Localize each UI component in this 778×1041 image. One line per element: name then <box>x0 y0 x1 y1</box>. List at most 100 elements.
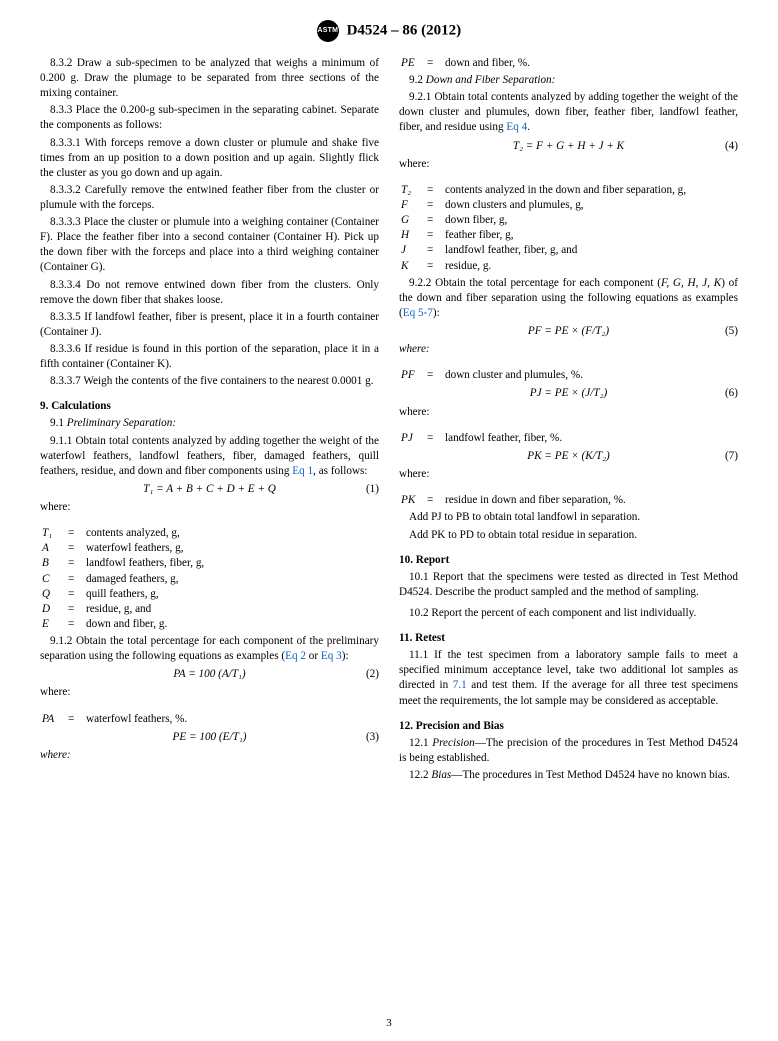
def-row: PA=waterfowl feathers, %. <box>40 712 379 727</box>
para-9-2-2: 9.2.2 Obtain the total percentage for ea… <box>399 276 738 321</box>
equals: = <box>66 587 84 602</box>
def-row: C=damaged feathers, g, <box>40 572 379 587</box>
eq1-link[interactable]: Eq 1 <box>292 465 313 477</box>
def-g: down fiber, g, <box>443 213 738 228</box>
body-columns: 8.3.2 Draw a sub-specimen to be analyzed… <box>40 56 738 783</box>
equation-4: T₂ = F + G + H + J + K (4) <box>399 139 738 154</box>
sym-c: C <box>40 572 66 587</box>
equals: = <box>425 228 443 243</box>
def-h: feather fiber, g, <box>443 228 738 243</box>
equation-4-formula: T₂ = F + G + H + J + K <box>513 140 624 152</box>
para-9-2-2-text-a: 9.2.2 Obtain the total percentage for ea… <box>409 277 661 289</box>
sym-t1: T₁ <box>40 526 66 541</box>
def-table-4: T₂=contents analyzed in the down and fib… <box>399 183 738 274</box>
equals: = <box>425 56 443 71</box>
def-k: residue, g. <box>443 259 738 274</box>
equation-4-number: (4) <box>725 139 738 154</box>
def-d: residue, g, and <box>84 602 379 617</box>
sym-pe: PE <box>399 56 425 71</box>
para-12-2: 12.2 Bias—The procedures in Test Method … <box>399 768 738 783</box>
para-12-1: 12.1 Precision—The precision of the proc… <box>399 736 738 766</box>
def-q: quill feathers, g, <box>84 587 379 602</box>
equation-1: T₁ = A + B + C + D + E + Q (1) <box>40 482 379 497</box>
page: ASTM D4524 – 86 (2012) 8.3.2 Draw a sub-… <box>0 0 778 1041</box>
equals: = <box>66 617 84 632</box>
equation-6-formula: PJ = PE × (J/T₂) <box>530 387 607 399</box>
equals: = <box>66 572 84 587</box>
equals: = <box>425 493 443 508</box>
link-7-1[interactable]: 7.1 <box>453 679 467 691</box>
equals: = <box>66 526 84 541</box>
equals: = <box>66 556 84 571</box>
eq2-link[interactable]: Eq 2 <box>285 650 306 662</box>
down-fiber-sep-italic: Down and Fiber Separation: <box>426 74 556 86</box>
para-9-1-2: 9.1.2 Obtain the total percentage for ea… <box>40 634 379 664</box>
para-9-2-1-text-a: 9.2.1 Obtain total contents analyzed by … <box>399 91 738 133</box>
equals: = <box>425 431 443 446</box>
def-row: PK=residue in down and fiber separation,… <box>399 493 738 508</box>
para-9-1-1: 9.1.1 Obtain total contents analyzed by … <box>40 434 379 479</box>
def-row: D=residue, g, and <box>40 602 379 617</box>
where-1: where: <box>40 500 379 515</box>
para-9-2-1-text-b: . <box>527 121 530 133</box>
def-t1: contents analyzed, g, <box>84 526 379 541</box>
def-t2: contents analyzed in the down and fiber … <box>443 183 738 198</box>
equation-3-number: (3) <box>366 730 379 745</box>
sym-pj: PJ <box>399 431 425 446</box>
def-table-5: PF=down cluster and plumules, %. <box>399 368 738 383</box>
def-row: Q=quill feathers, g, <box>40 587 379 602</box>
para-10-1: 10.1 Report that the specimens were test… <box>399 570 738 600</box>
where-5: where: <box>399 342 738 357</box>
def-c: damaged feathers, g, <box>84 572 379 587</box>
equation-3: PE = 100 (E/T₁) (3) <box>40 730 379 745</box>
def-pk: residue in down and fiber separation, %. <box>443 493 738 508</box>
def-row: T₂=contents analyzed in the down and fib… <box>399 183 738 198</box>
def-b: landfowl feathers, fiber, g, <box>84 556 379 571</box>
def-table-3: PE=down and fiber, %. <box>399 56 738 71</box>
sym-k: K <box>399 259 425 274</box>
prelim-sep-italic: Preliminary Separation: <box>67 417 176 429</box>
para-8-3-2: 8.3.2 Draw a sub-specimen to be analyzed… <box>40 56 379 101</box>
doc-code: D4524 – 86 (2012) <box>347 22 462 38</box>
equals: = <box>425 368 443 383</box>
para-9-2-2-vars: F, G, H, J, K <box>661 277 721 289</box>
def-row: A=waterfowl feathers, g, <box>40 541 379 556</box>
para-10-2: 10.2 Report the percent of each componen… <box>399 606 738 621</box>
equation-7-formula: PK = PE × (K/T₂) <box>527 450 609 462</box>
def-row: B=landfowl feathers, fiber, g, <box>40 556 379 571</box>
equation-7: PK = PE × (K/T₂) (7) <box>399 449 738 464</box>
sym-pf: PF <box>399 368 425 383</box>
def-a: waterfowl feathers, g, <box>84 541 379 556</box>
equation-1-formula: T₁ = A + B + C + D + E + Q <box>143 483 276 495</box>
equals: = <box>425 213 443 228</box>
equals: = <box>66 712 84 727</box>
equals: = <box>425 198 443 213</box>
para-8-3-3-6: 8.3.3.6 If residue is found in this port… <box>40 342 379 372</box>
def-row: K=residue, g. <box>399 259 738 274</box>
section-11-head: 11. Retest <box>399 631 738 646</box>
eq5-7-link[interactable]: Eq 5-7 <box>403 307 433 319</box>
add-pk: Add PK to PD to obtain total residue in … <box>399 528 738 543</box>
def-pe: down and fiber, %. <box>443 56 738 71</box>
def-table-6: PJ=landfowl feather, fiber, %. <box>399 431 738 446</box>
precision-label: Precision <box>432 737 474 749</box>
sym-q: Q <box>40 587 66 602</box>
para-8-3-3-1: 8.3.3.1 With forceps remove a down clust… <box>40 136 379 181</box>
where-6: where: <box>399 405 738 420</box>
eq4-link[interactable]: Eq 4 <box>506 121 527 133</box>
equation-6-number: (6) <box>725 386 738 401</box>
equation-2: PA = 100 (A/T₁) (2) <box>40 667 379 682</box>
equation-2-formula: PA = 100 (A/T₁) <box>173 668 245 680</box>
def-table-7: PK=residue in down and fiber separation,… <box>399 493 738 508</box>
equation-3-formula: PE = 100 (E/T₁) <box>173 731 247 743</box>
eq3-link[interactable]: Eq 3 <box>321 650 342 662</box>
sym-pa: PA <box>40 712 66 727</box>
add-pj: Add PJ to PB to obtain total landfowl in… <box>399 510 738 525</box>
def-row: H=feather fiber, g, <box>399 228 738 243</box>
prelim-sep-label: 9.1 Preliminary Separation: <box>50 417 176 429</box>
para-12-2-num: 12.2 <box>409 769 431 781</box>
equals: = <box>425 259 443 274</box>
doc-header: ASTM D4524 – 86 (2012) <box>40 20 738 42</box>
para-9-1-2-text-b: ): <box>342 650 349 662</box>
para-9-2-2-text-c: ): <box>433 307 440 319</box>
